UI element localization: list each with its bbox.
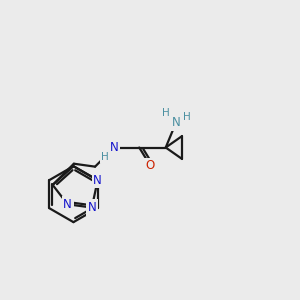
Text: H: H: [183, 112, 191, 122]
Text: N: N: [172, 116, 180, 129]
Text: O: O: [146, 159, 155, 172]
Text: H: H: [101, 152, 109, 162]
Text: N: N: [93, 174, 102, 187]
Text: N: N: [88, 201, 96, 214]
Text: N: N: [110, 141, 118, 154]
Text: N: N: [63, 198, 72, 211]
Text: H: H: [162, 108, 170, 118]
